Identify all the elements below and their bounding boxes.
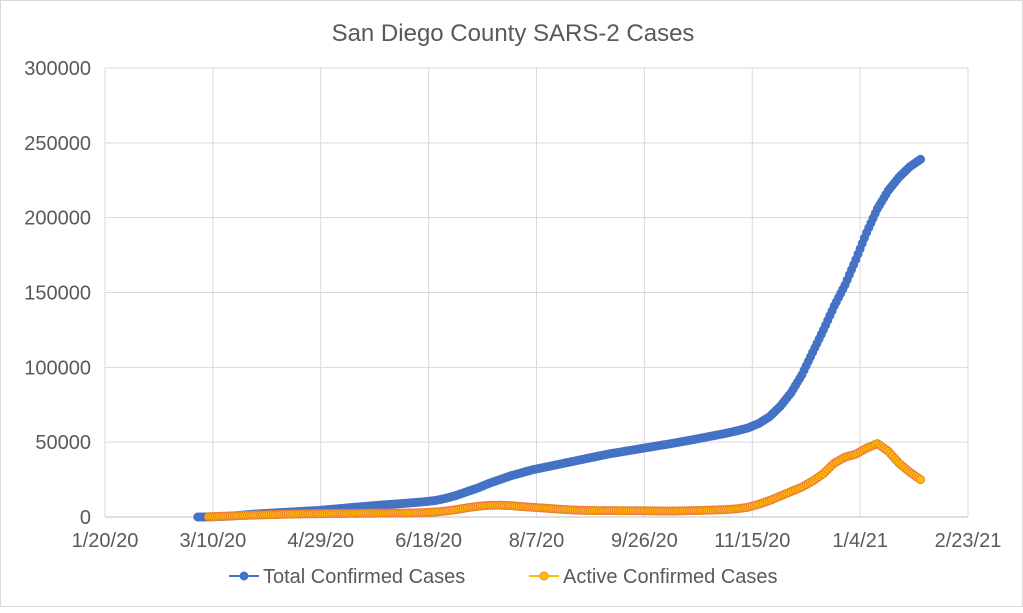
x-tick-label: 2/23/21 <box>935 530 1002 552</box>
data-point <box>916 154 926 164</box>
chart-title: San Diego County SARS-2 Cases <box>332 20 695 47</box>
x-tick-label: 6/18/20 <box>395 530 462 552</box>
data-point <box>916 475 926 485</box>
y-tick-label: 200000 <box>24 208 91 230</box>
legend-marker-icon <box>239 571 249 581</box>
y-axis-ticks: 0 50000 100000 150000 200000 250000 300000 <box>24 58 91 529</box>
x-tick-label: 9/26/20 <box>611 530 678 552</box>
gridlines <box>104 67 969 518</box>
x-tick-label: 3/10/20 <box>180 530 247 552</box>
x-tick-label: 8/7/20 <box>509 530 565 552</box>
x-tick-label: 4/29/20 <box>287 530 354 552</box>
legend: Total Confirmed Cases Active Confirmed Ca… <box>229 566 778 588</box>
y-tick-label: 50000 <box>35 432 91 454</box>
x-axis-ticks: 1/20/20 3/10/20 4/29/20 6/18/20 8/7/20 9/26/2… <box>72 530 1002 552</box>
x-tick-label: 1/20/20 <box>72 530 139 552</box>
y-tick-label: 150000 <box>24 283 91 305</box>
series-total <box>193 154 926 522</box>
x-tick-label: 11/15/20 <box>714 530 790 552</box>
y-tick-label: 300000 <box>24 58 91 80</box>
legend-label: Total Confirmed Cases <box>263 566 465 588</box>
legend-item-total: Total Confirmed Cases <box>229 566 465 588</box>
legend-item-active: Active Confirmed Cases <box>529 566 778 588</box>
series-active <box>204 439 926 522</box>
y-tick-label: 100000 <box>24 357 91 379</box>
y-tick-label: 0 <box>80 507 91 529</box>
plot-area <box>193 154 926 522</box>
legend-marker-icon <box>539 571 549 581</box>
y-tick-label: 250000 <box>24 133 91 155</box>
legend-label: Active Confirmed Cases <box>563 566 778 588</box>
x-tick-label: 1/4/21 <box>832 530 888 552</box>
